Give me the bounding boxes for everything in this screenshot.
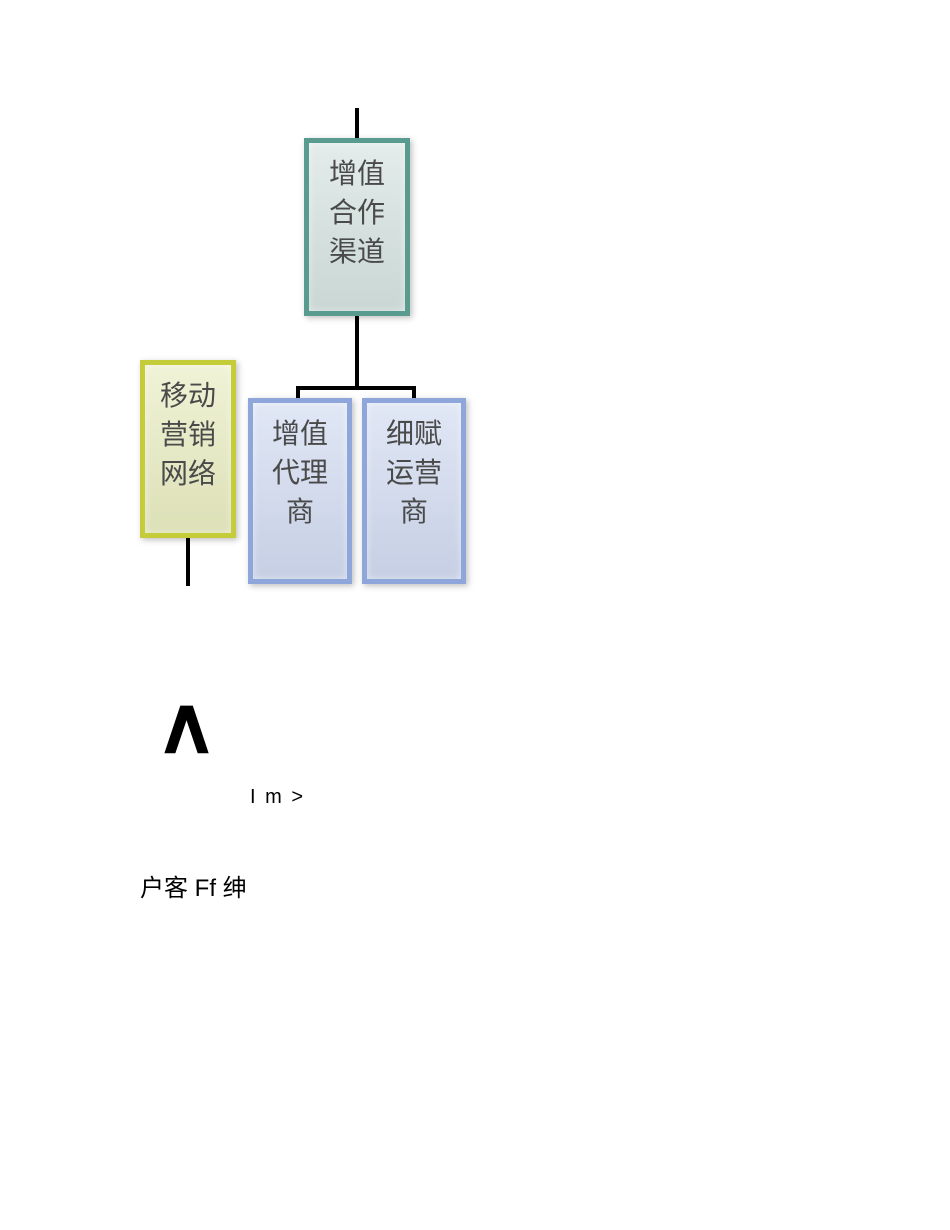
bottom-text-line: 户客 Ff 绅 <box>140 868 247 903</box>
node-right-line-1: 运营 <box>386 454 442 493</box>
node-mid-line-2: 商 <box>286 493 314 532</box>
node-top-line-2: 渠道 <box>329 233 385 272</box>
mid-text-row: I m > <box>250 786 305 809</box>
mid-text-content: I m > <box>250 786 305 808</box>
node-right-line-0: 细赋 <box>386 415 442 454</box>
node-top-line-0: 增值 <box>329 155 385 194</box>
node-right: 细赋运营商 <box>362 398 466 584</box>
node-left-line-0: 移动 <box>160 377 216 416</box>
caret-glyph: ∧ <box>155 681 218 769</box>
connector-0 <box>355 108 359 138</box>
node-left-line-2: 网络 <box>160 455 216 494</box>
node-mid-line-1: 代理 <box>272 454 328 493</box>
node-mid-line-0: 增值 <box>272 415 328 454</box>
node-top: 增值合作渠道 <box>304 138 410 316</box>
connector-1 <box>355 316 359 388</box>
caret-symbol: ∧ <box>155 680 218 771</box>
bottom-text-content: 户客 Ff 绅 <box>140 875 247 902</box>
node-left: 移动营销网络 <box>140 360 236 538</box>
connector-5 <box>186 538 190 586</box>
node-top-line-1: 合作 <box>329 194 385 233</box>
node-right-line-2: 商 <box>400 493 428 532</box>
node-left-line-1: 营销 <box>160 416 216 455</box>
connector-2 <box>296 386 416 390</box>
node-mid: 增值代理商 <box>248 398 352 584</box>
